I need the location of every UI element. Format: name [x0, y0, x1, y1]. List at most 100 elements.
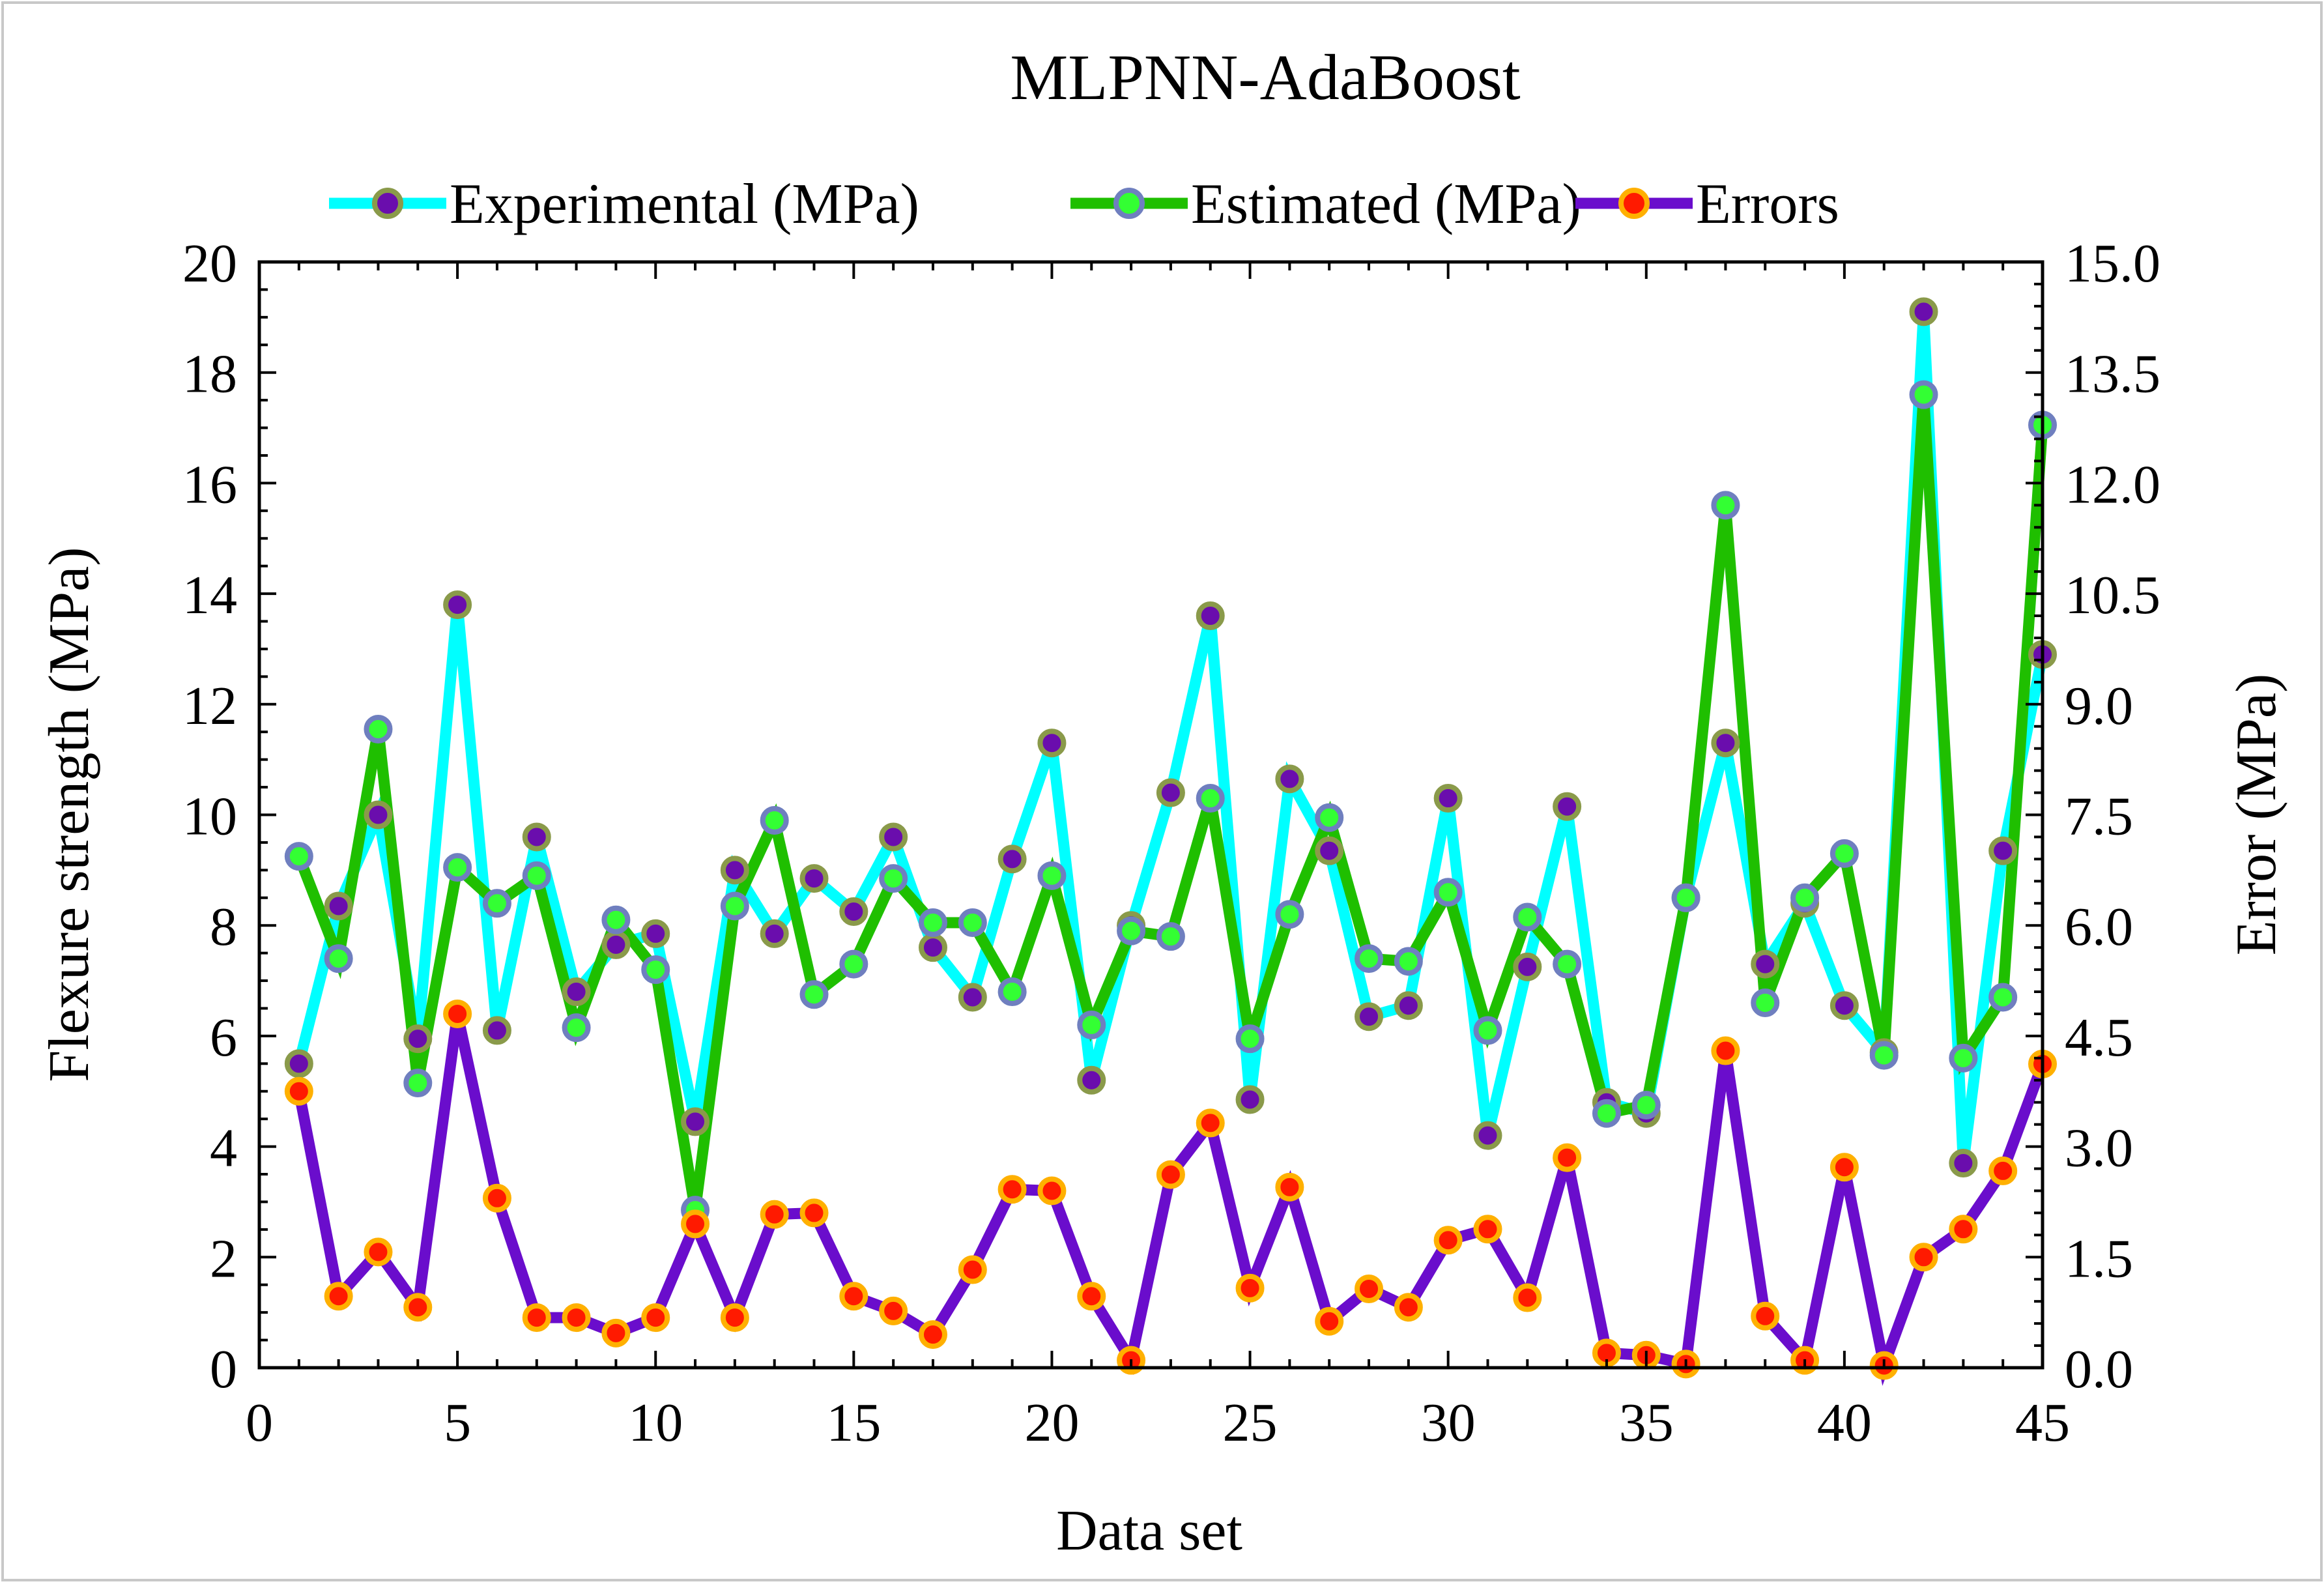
data-point-estimated-mpa [1077, 1010, 1106, 1039]
data-point-errors [1037, 1176, 1067, 1205]
data-point-errors [562, 1303, 591, 1333]
data-point-experimental-mpa [601, 930, 631, 959]
legend: Experimental (MPa) Estimated (MPa) Errors [329, 173, 1839, 236]
data-point-estimated-mpa [284, 842, 313, 871]
legend-label: Errors [1696, 173, 1839, 236]
y2-tick-label: 15.0 [2065, 233, 2160, 294]
data-point-estimated-mpa [601, 905, 631, 934]
data-point-experimental-mpa [641, 919, 670, 948]
data-point-estimated-mpa [1117, 916, 1146, 945]
data-point-errors [1513, 1283, 1542, 1312]
data-point-estimated-mpa [918, 908, 947, 937]
y2-tick-label: 3.0 [2065, 1118, 2133, 1179]
data-point-estimated-mpa [1355, 944, 1384, 973]
data-point-errors [1315, 1306, 1344, 1336]
y-tick-label: 14 [182, 565, 237, 626]
data-point-experimental-mpa [1315, 836, 1344, 865]
data-point-experimental-mpa [1751, 949, 1780, 979]
y-axis-label: Flexure strength (MPa) [38, 547, 101, 1082]
data-point-errors [1433, 1226, 1463, 1255]
x-tick-label: 40 [1817, 1392, 1872, 1453]
data-point-errors [720, 1303, 749, 1333]
data-point-errors [1473, 1215, 1502, 1244]
data-point-errors [1949, 1215, 1978, 1244]
data-point-experimental-mpa [482, 1016, 511, 1045]
data-point-estimated-mpa [799, 980, 829, 1009]
x-axis-label: Data set [1056, 1499, 1242, 1563]
data-point-errors [601, 1318, 631, 1348]
data-point-errors [1909, 1243, 1938, 1272]
y2-tick-label: 9.0 [2065, 676, 2133, 736]
data-point-experimental-mpa [1433, 784, 1463, 813]
y-tick-label: 18 [182, 344, 237, 405]
data-point-estimated-mpa [1592, 1099, 1621, 1128]
data-point-errors [284, 1076, 313, 1106]
y2-axis-label: Error (MPa) [2225, 674, 2288, 956]
data-point-experimental-mpa [1513, 952, 1542, 981]
data-point-experimental-mpa [799, 864, 829, 893]
legend-swatch-marker [1618, 188, 1650, 219]
data-point-estimated-mpa [1869, 1041, 1899, 1070]
data-point-experimental-mpa [1711, 728, 1740, 758]
data-point-estimated-mpa [443, 853, 472, 882]
data-point-estimated-mpa [958, 908, 987, 937]
data-point-errors [760, 1200, 789, 1229]
data-point-experimental-mpa [1077, 1065, 1106, 1095]
y-tick-label: 10 [182, 786, 237, 847]
y2-tick-label: 1.5 [2065, 1228, 2133, 1289]
data-point-experimental-mpa [839, 897, 868, 926]
data-point-errors [1235, 1273, 1265, 1303]
data-point-estimated-mpa [1711, 491, 1740, 520]
data-point-experimental-mpa [562, 977, 591, 1007]
legend-swatch-marker [372, 188, 403, 219]
data-point-experimental-mpa [720, 856, 749, 885]
data-point-estimated-mpa [839, 949, 868, 979]
data-point-estimated-mpa [1037, 861, 1067, 890]
data-point-experimental-mpa [1196, 601, 1225, 631]
x-tick-label: 0 [246, 1392, 273, 1453]
data-point-errors [482, 1183, 511, 1213]
data-point-experimental-mpa [364, 800, 393, 829]
data-point-errors [918, 1320, 947, 1349]
y-tick-label: 12 [182, 676, 237, 736]
data-point-estimated-mpa [997, 977, 1027, 1007]
data-point-estimated-mpa [720, 891, 749, 921]
y-tick-label: 6 [210, 1007, 237, 1068]
data-point-estimated-mpa [1829, 839, 1859, 868]
data-point-estimated-mpa [1235, 1024, 1265, 1054]
data-point-errors [364, 1237, 393, 1267]
y2-tick-label: 13.5 [2065, 344, 2160, 405]
data-point-estimated-mpa [879, 864, 908, 893]
data-point-estimated-mpa [1433, 878, 1463, 907]
y2-tick-label: 4.5 [2065, 1007, 2133, 1068]
y-tick-label: 20 [182, 233, 237, 294]
x-tick-label: 20 [1024, 1392, 1079, 1453]
data-point-estimated-mpa [1156, 922, 1185, 951]
data-point-errors [1394, 1293, 1423, 1322]
data-point-experimental-mpa [997, 844, 1027, 874]
data-point-errors [324, 1282, 353, 1311]
y-tick-label: 0 [210, 1339, 237, 1400]
data-point-estimated-mpa [562, 1013, 591, 1043]
data-point-errors [1156, 1160, 1185, 1189]
data-point-estimated-mpa [1790, 883, 1820, 912]
data-point-errors [1988, 1156, 2018, 1185]
data-point-experimental-mpa [1829, 991, 1859, 1020]
axes: 0 5 10 15 20 25 30 35 40 45 0 2 4 6 8 10 12 14 16 18 20 0.0 1.… [182, 233, 2160, 1453]
data-point-errors [403, 1293, 433, 1322]
legend-swatch-marker [1113, 188, 1145, 219]
data-point-estimated-mpa [1513, 902, 1542, 932]
x-tick-label: 15 [826, 1392, 881, 1453]
legend-item-estimated-mpa: Estimated (MPa) [1070, 173, 1581, 236]
data-point-errors [1829, 1153, 1859, 1182]
data-point-experimental-mpa [1909, 297, 1938, 326]
data-point-errors [522, 1303, 551, 1333]
data-point-experimental-mpa [760, 919, 789, 948]
data-point-experimental-mpa [1037, 728, 1067, 758]
data-point-estimated-mpa [1949, 1043, 1978, 1073]
data-point-errors [839, 1282, 868, 1311]
data-point-estimated-mpa [1275, 900, 1304, 929]
chart-title: MLPNN-AdaBoost [1010, 41, 1521, 113]
y-tick-label: 2 [210, 1228, 237, 1289]
